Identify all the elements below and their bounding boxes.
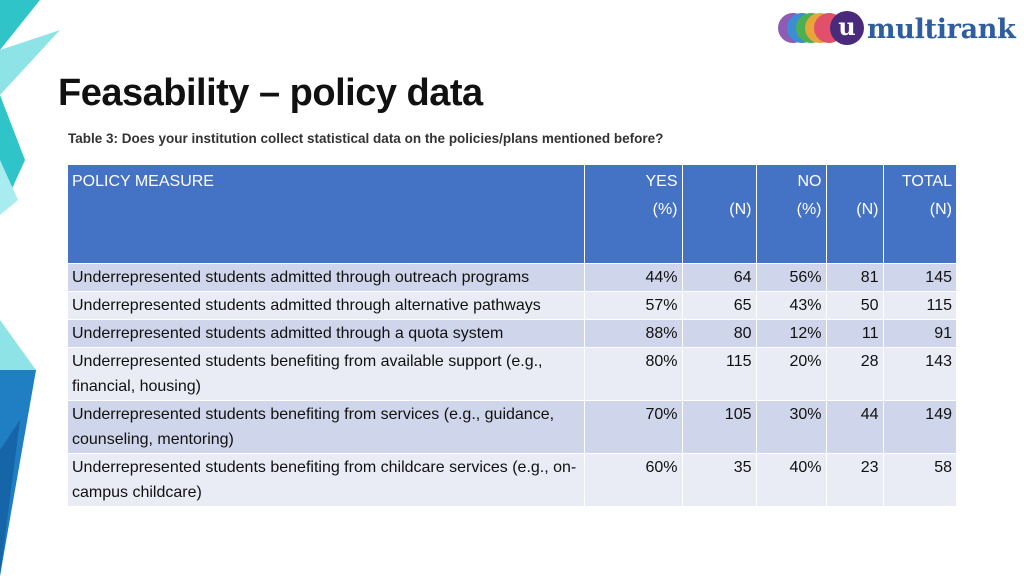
yes-count-cell: 80 [682, 318, 757, 347]
column-header-label: NO [797, 173, 822, 190]
column-header-unit [72, 196, 580, 224]
column-header: POLICY MEASURE [68, 165, 585, 263]
policy-measure-cell: Underrepresented students admitted throu… [68, 290, 585, 319]
column-header-label [831, 168, 879, 196]
no-count-cell: 11 [826, 318, 884, 347]
table-row: Underrepresented students benefiting fro… [68, 399, 956, 453]
no-percent-cell: 12% [756, 318, 827, 347]
column-header-unit: (N) [929, 201, 952, 218]
yes-count-cell: 105 [682, 399, 757, 453]
yes-percent-cell: 60% [584, 452, 683, 506]
column-header: YES (%) [584, 165, 683, 263]
no-percent-cell: 43% [756, 290, 827, 319]
policy-measure-cell: Underrepresented students admitted throu… [68, 318, 585, 347]
column-header-label [687, 168, 752, 196]
yes-count-cell: 64 [682, 262, 757, 291]
column-header-unit: (N) [856, 201, 879, 218]
total-count-cell: 143 [883, 346, 956, 400]
yes-count-cell: 35 [682, 452, 757, 506]
column-header-label: YES [645, 173, 678, 190]
no-percent-cell: 56% [756, 262, 827, 291]
column-header-unit: (%) [796, 201, 822, 218]
no-percent-cell: 40% [756, 452, 827, 506]
table-row: Underrepresented students admitted throu… [68, 318, 956, 347]
no-count-cell: 50 [826, 290, 884, 319]
table-row: Underrepresented students benefiting fro… [68, 452, 956, 506]
table-row: Underrepresented students admitted throu… [68, 262, 956, 291]
decor-triangle-low [0, 370, 36, 576]
no-percent-cell: 20% [756, 346, 827, 400]
yes-percent-cell: 44% [584, 262, 683, 291]
yes-percent-cell: 88% [584, 318, 683, 347]
column-header: (N) [826, 165, 884, 263]
column-header: (N) [682, 165, 757, 263]
table-row: Underrepresented students admitted throu… [68, 290, 956, 319]
no-count-cell: 44 [826, 399, 884, 453]
total-count-cell: 58 [883, 452, 956, 506]
total-count-cell: 91 [883, 318, 956, 347]
no-percent-cell: 30% [756, 399, 827, 453]
table-row: Underrepresented students benefiting fro… [68, 346, 956, 400]
decor-triangle-top [0, 0, 40, 50]
policy-measure-cell: Underrepresented students benefiting fro… [68, 399, 585, 453]
logo-text: multirank [867, 13, 1016, 45]
no-count-cell: 28 [826, 346, 884, 400]
decorative-shapes [0, 0, 60, 576]
yes-count-cell: 65 [682, 290, 757, 319]
multirank-logo: u multirank [778, 10, 1016, 48]
yes-percent-cell: 57% [584, 290, 683, 319]
logo-mark: u [830, 11, 864, 45]
policy-measure-cell: Underrepresented students benefiting fro… [68, 346, 585, 400]
column-header-unit: (%) [652, 201, 678, 218]
decor-triangle-mid-light [0, 160, 18, 215]
page-title: Feasability – policy data [58, 72, 483, 114]
table-header-row: POLICY MEASURE YES (%) (N) NO (%) (N) TOTAL (N) [68, 165, 956, 263]
decor-triangle-top-light [0, 30, 60, 95]
yes-count-cell: 115 [682, 346, 757, 400]
column-header-unit: (N) [729, 201, 752, 218]
policy-data-table: POLICY MEASURE YES (%) (N) NO (%) (N) TOTAL (N) … [68, 165, 956, 506]
decor-triangle-low-dark [0, 420, 20, 576]
policy-measure-cell: Underrepresented students admitted throu… [68, 262, 585, 291]
column-header: TOTAL (N) [883, 165, 956, 263]
total-count-cell: 145 [883, 262, 956, 291]
total-count-cell: 149 [883, 399, 956, 453]
no-count-cell: 81 [826, 262, 884, 291]
no-count-cell: 23 [826, 452, 884, 506]
policy-measure-cell: Underrepresented students benefiting fro… [68, 452, 585, 506]
yes-percent-cell: 80% [584, 346, 683, 400]
logo-circles: u [778, 11, 864, 47]
table-caption: Table 3: Does your institution collect s… [68, 131, 664, 146]
column-header-label: TOTAL [901, 173, 952, 190]
total-count-cell: 115 [883, 290, 956, 319]
column-header-label: POLICY MEASURE [72, 173, 214, 190]
column-header: NO (%) [756, 165, 827, 263]
table-body: Underrepresented students admitted throu… [68, 262, 956, 506]
yes-percent-cell: 70% [584, 399, 683, 453]
